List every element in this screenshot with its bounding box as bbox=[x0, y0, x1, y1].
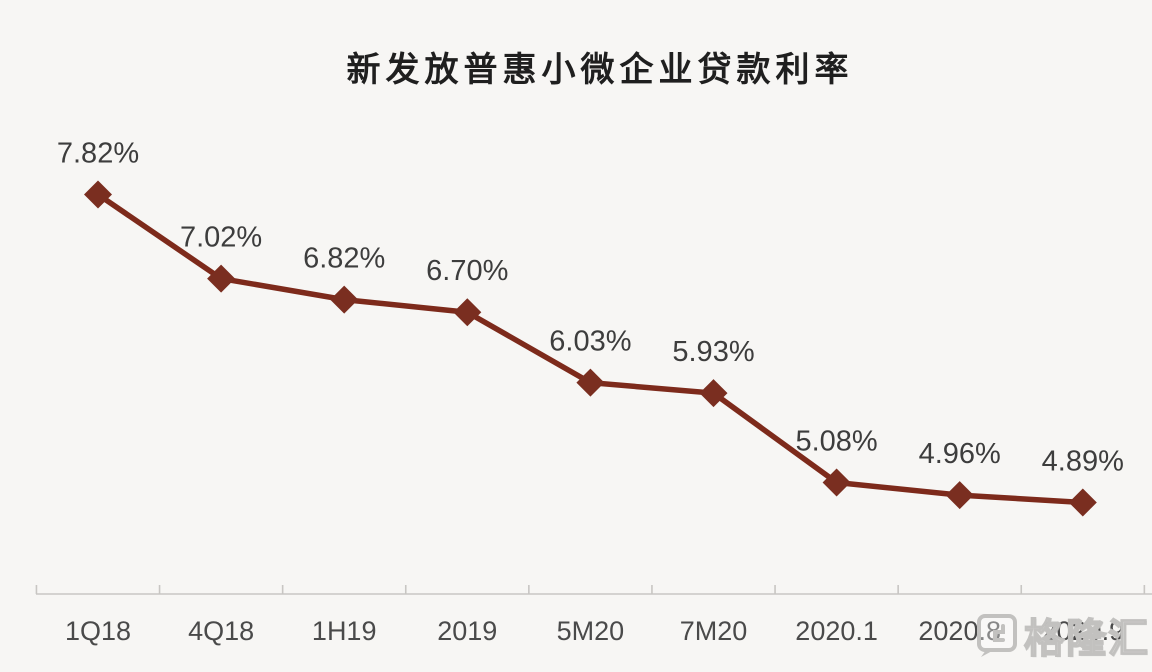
data-label: 6.70% bbox=[426, 255, 508, 287]
x-axis-tick-label: 7M20 bbox=[680, 616, 748, 646]
data-label: 6.03% bbox=[549, 326, 631, 358]
data-label: 4.89% bbox=[1042, 445, 1124, 477]
data-label: 4.96% bbox=[919, 438, 1001, 470]
data-label: 7.82% bbox=[57, 138, 139, 170]
data-label: 6.82% bbox=[303, 243, 385, 275]
data-point-marker bbox=[576, 368, 605, 397]
data-label: 5.93% bbox=[672, 336, 754, 368]
data-point-marker bbox=[207, 264, 236, 293]
x-axis-tick-label: 2020.8 bbox=[918, 616, 1001, 646]
chart-title: 新发放普惠小微企业贷款利率 bbox=[346, 51, 854, 89]
x-axis-tick-label: 1H19 bbox=[312, 616, 377, 646]
x-axis-tick-label: 1Q18 bbox=[65, 616, 131, 646]
data-point-marker bbox=[822, 468, 851, 497]
data-point-marker bbox=[330, 285, 359, 314]
x-axis-tick-label: 2020.9 bbox=[1042, 616, 1125, 646]
data-point-marker bbox=[1068, 488, 1097, 517]
data-label: 5.08% bbox=[795, 425, 877, 457]
data-point-marker bbox=[84, 180, 112, 209]
x-axis-tick-label: 5M20 bbox=[557, 616, 625, 646]
data-point-marker bbox=[699, 379, 728, 408]
data-point-marker bbox=[945, 481, 974, 510]
x-axis-tick-label: 2020.1 bbox=[795, 616, 878, 646]
data-label: 7.02% bbox=[180, 222, 262, 254]
x-axis-tick-label: 4Q18 bbox=[188, 616, 254, 646]
x-axis-tick-label: 2019 bbox=[437, 616, 497, 646]
data-point-marker bbox=[453, 298, 482, 327]
